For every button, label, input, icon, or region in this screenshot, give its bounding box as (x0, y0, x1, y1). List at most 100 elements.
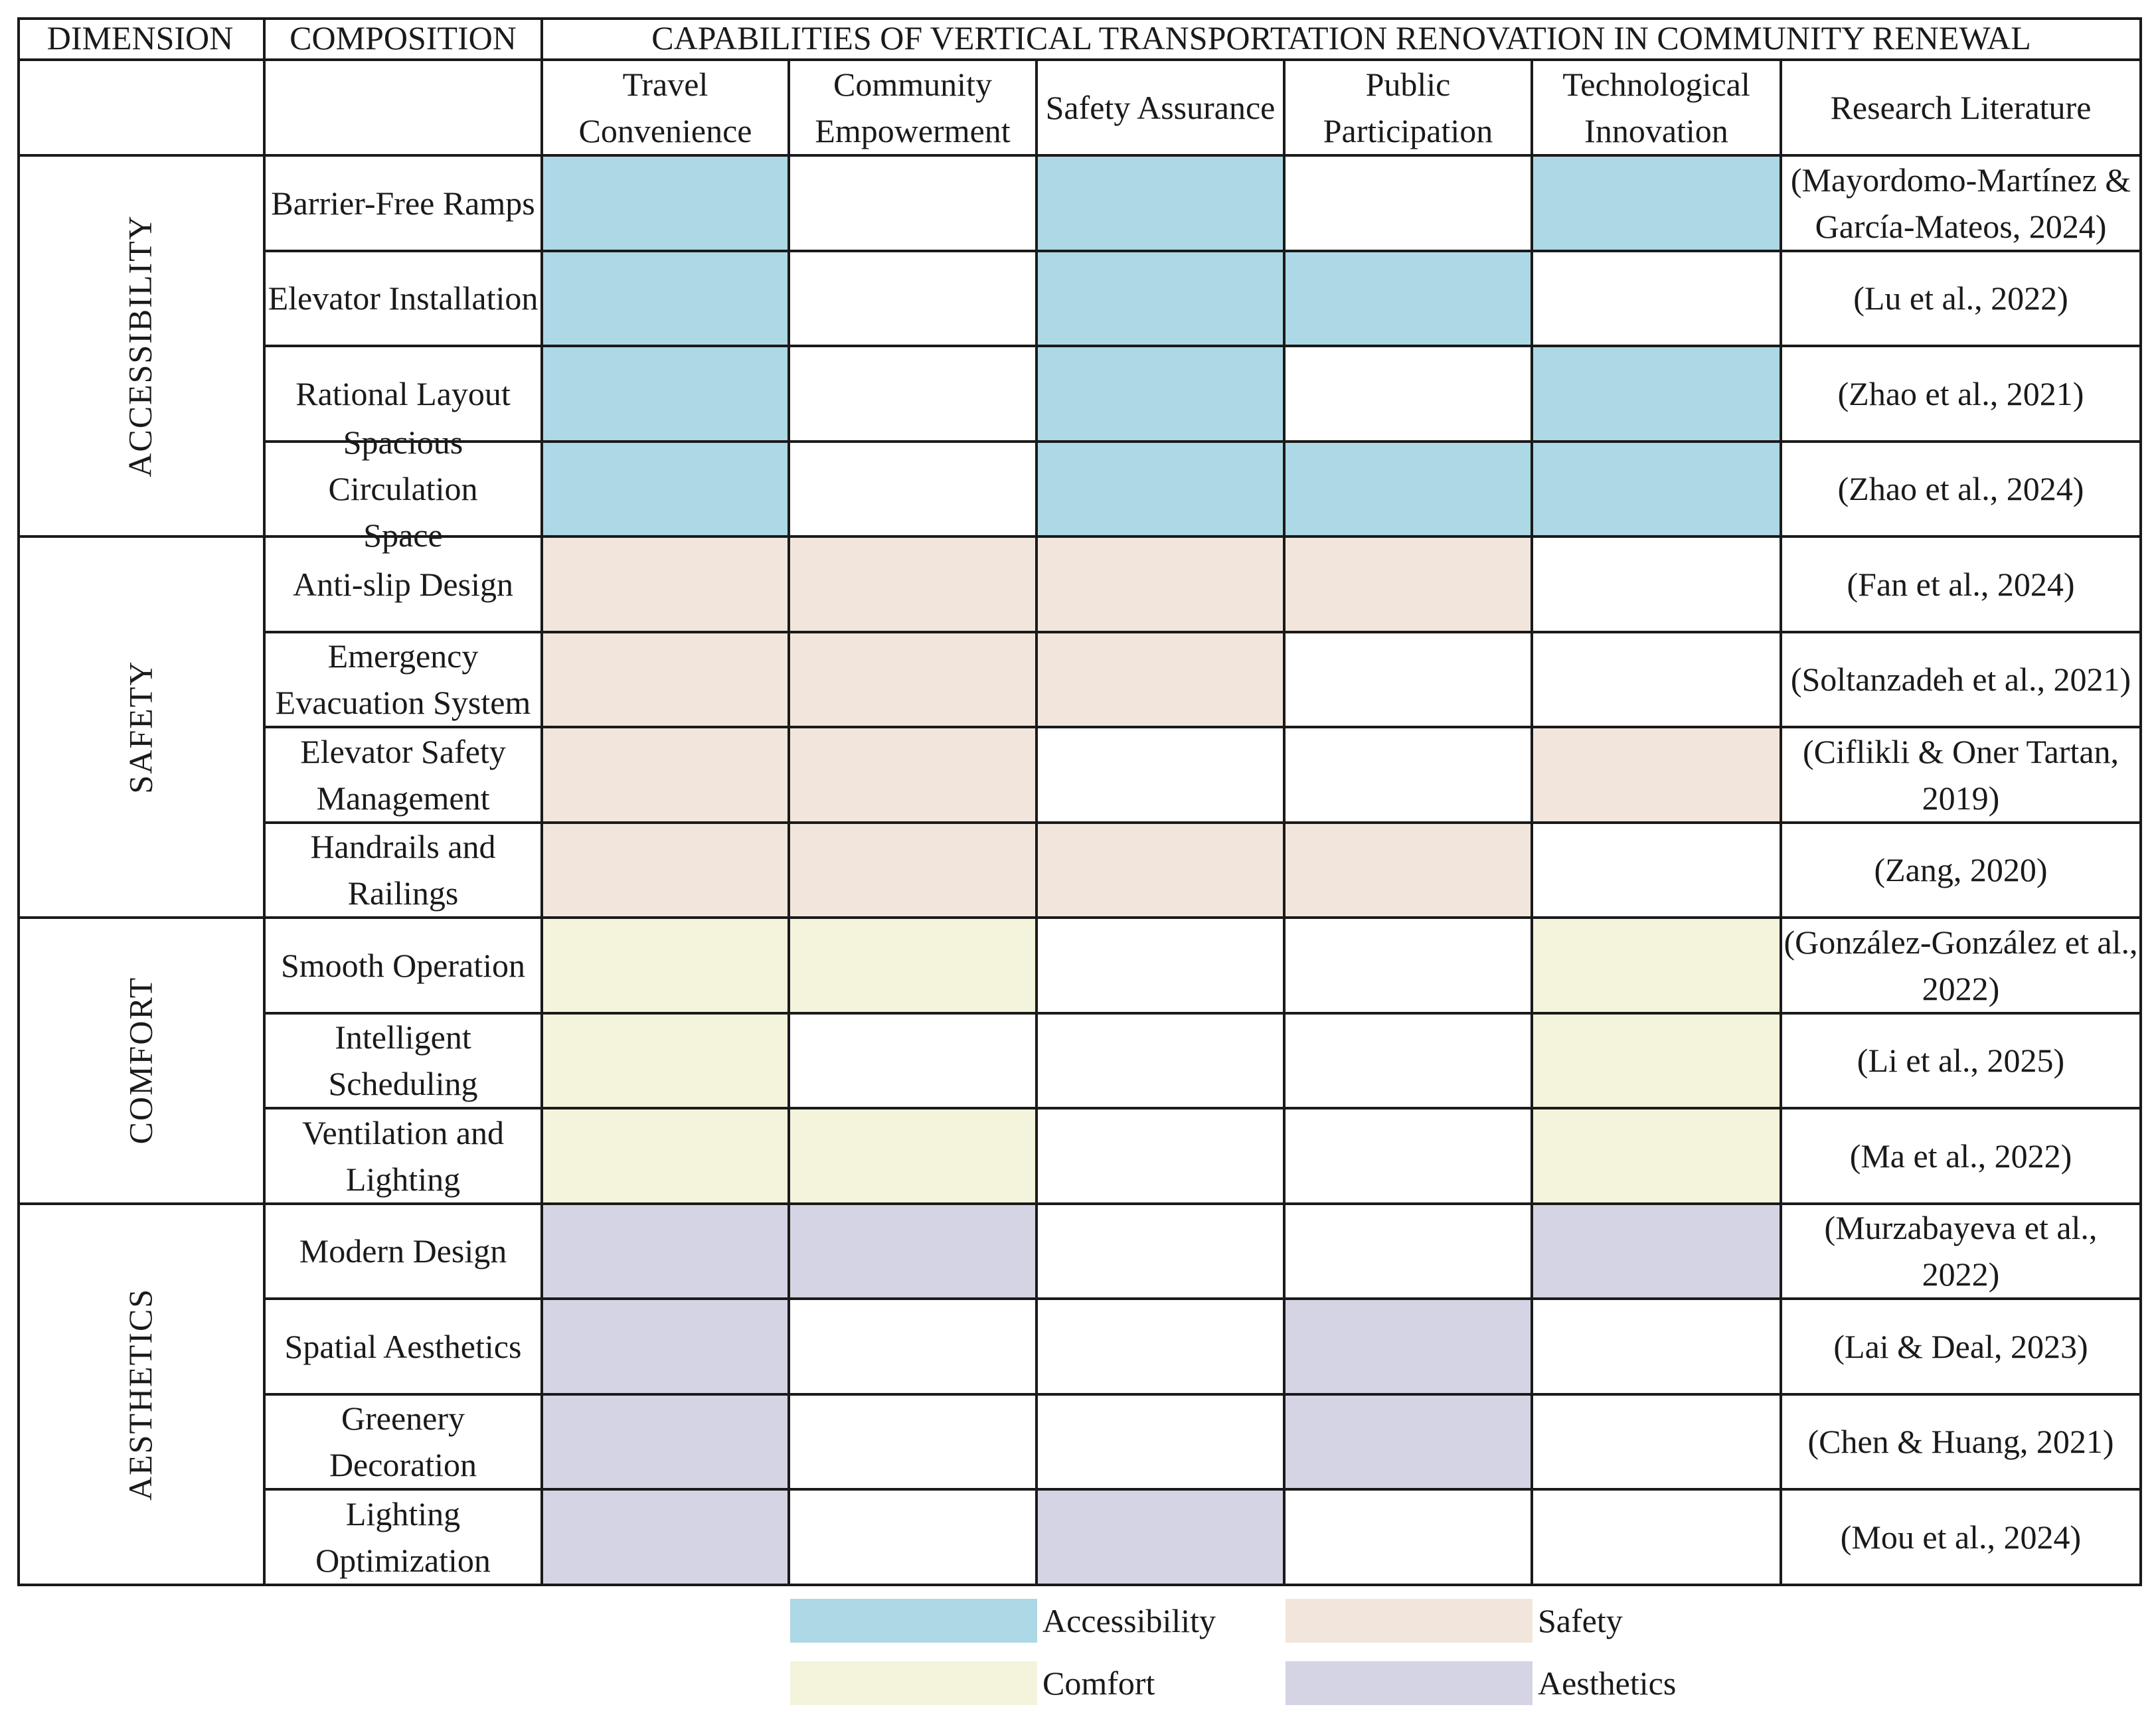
literature-cell: (Mou et al., 2024) (1782, 1491, 2142, 1586)
capability-mark-filled (543, 1300, 790, 1396)
capability-mark-filled (543, 252, 790, 347)
composition-cell: Spacious Circulation Space (266, 424, 543, 554)
literature-cell: (Lai & Deal, 2023) (1782, 1300, 2142, 1396)
composition-cell: Elevator Installation (266, 252, 543, 347)
capability-mark-empty (1285, 1491, 1533, 1586)
capability-mark-filled (543, 1014, 790, 1109)
capability-mark-filled (1038, 157, 1285, 252)
literature-cell: (Zhao et al., 2021) (1782, 347, 2142, 443)
capability-mark-filled (1533, 919, 1782, 1015)
composition-cell: Greenery Decoration (266, 1395, 543, 1491)
column-header: Community Empowerment (790, 61, 1038, 157)
capability-mark-empty (1285, 1109, 1533, 1205)
capability-mark-filled (543, 442, 790, 538)
dimension-cell: COMFORT (17, 919, 266, 1205)
capability-mark-empty (790, 1300, 1038, 1396)
table-frame (17, 17, 2142, 1586)
capability-mark-filled (790, 1109, 1038, 1205)
capability-mark-empty (790, 1491, 1038, 1586)
capability-mark-filled (790, 823, 1038, 919)
column-header: Public Participation (1285, 61, 1533, 157)
composition-cell: Rational Layout (266, 347, 543, 443)
legend-swatch (790, 1599, 1037, 1643)
capability-mark-empty (1038, 1109, 1285, 1205)
capability-mark-filled (1533, 1109, 1782, 1205)
column-header: Technological Innovation (1533, 61, 1782, 157)
composition-cell: Ventilation and Lighting (266, 1109, 543, 1205)
literature-cell: (Soltanzadeh et al., 2021) (1782, 633, 2142, 728)
dimension-subheader-blank (17, 61, 266, 157)
capability-mark-filled (1285, 442, 1533, 538)
composition-cell: Lighting Optimization (266, 1491, 543, 1586)
capability-mark-filled (543, 347, 790, 443)
capability-mark-empty (1038, 1014, 1285, 1109)
literature-cell: (Ciflikli & Oner Tartan, 2019) (1782, 728, 2142, 824)
capability-mark-empty (790, 1014, 1038, 1109)
capability-mark-filled (1533, 347, 1782, 443)
capability-mark-empty (790, 442, 1038, 538)
capability-mark-filled (543, 728, 790, 824)
capability-mark-filled (1038, 633, 1285, 728)
capability-mark-filled (543, 1395, 790, 1491)
capability-mark-filled (543, 633, 790, 728)
capability-mark-empty (1533, 538, 1782, 633)
dimension-cell: SAFETY (17, 538, 266, 919)
legend-swatch (790, 1661, 1037, 1705)
capability-mark-filled (1038, 538, 1285, 633)
capability-mark-filled (543, 538, 790, 633)
capability-mark-filled (1285, 1395, 1533, 1491)
capability-mark-empty (1038, 919, 1285, 1015)
composition-cell: Elevator Safety Management (266, 728, 543, 824)
legend-swatch (1285, 1661, 1533, 1705)
composition-header: COMPOSITION (266, 17, 543, 61)
capability-mark-filled (1038, 1491, 1285, 1586)
capability-mark-filled (1038, 252, 1285, 347)
literature-cell: (Ma et al., 2022) (1782, 1109, 2142, 1205)
capability-mark-filled (543, 1204, 790, 1300)
dimension-label: ACCESSIBILITY (122, 214, 159, 477)
dimension-cell: AESTHETICS (17, 1204, 266, 1586)
capability-mark-filled (1285, 823, 1533, 919)
composition-cell: Intelligent Scheduling (266, 1014, 543, 1109)
dimension-cell: ACCESSIBILITY (17, 157, 266, 538)
composition-cell: Modern Design (266, 1204, 543, 1300)
capability-mark-empty (1285, 1014, 1533, 1109)
capability-mark-filled (790, 728, 1038, 824)
capability-mark-empty (1533, 1300, 1782, 1396)
column-header: Research Literature (1782, 61, 2142, 157)
capability-mark-filled (1038, 442, 1285, 538)
capability-mark-filled (543, 919, 790, 1015)
capability-mark-empty (1038, 1300, 1285, 1396)
capability-mark-filled (790, 919, 1038, 1015)
composition-cell: Emergency Evacuation System (266, 633, 543, 728)
capability-mark-filled (1533, 728, 1782, 824)
capability-mark-filled (543, 157, 790, 252)
column-header: Safety Assurance (1038, 61, 1285, 157)
literature-cell: (Lu et al., 2022) (1782, 252, 2142, 347)
capability-mark-empty (1533, 252, 1782, 347)
dimension-label: AESTHETICS (122, 1287, 159, 1501)
capability-mark-empty (1285, 728, 1533, 824)
capability-mark-filled (1533, 1204, 1782, 1300)
composition-cell: Anti-slip Design (266, 538, 543, 633)
capability-mark-empty (1038, 1395, 1285, 1491)
legend-label: Aesthetics (1538, 1665, 1677, 1702)
literature-cell: (Zang, 2020) (1782, 823, 2142, 919)
literature-cell: (González-González et al., 2022) (1782, 919, 2142, 1015)
literature-cell: (Chen & Huang, 2021) (1782, 1395, 2142, 1491)
literature-cell: (Li et al., 2025) (1782, 1014, 2142, 1109)
capability-mark-empty (1533, 823, 1782, 919)
dimension-label: COMFORT (121, 976, 159, 1145)
literature-cell: (Mayordomo-Martínez & García-Mateos, 202… (1782, 157, 2142, 252)
dimension-label: SAFETY (121, 660, 159, 794)
capability-mark-empty (1285, 157, 1533, 252)
dimension-header: DIMENSION (17, 17, 266, 61)
capability-mark-filled (543, 1109, 790, 1205)
legend-label: Accessibility (1042, 1602, 1216, 1639)
capability-mark-empty (790, 252, 1038, 347)
composition-cell: Barrier-Free Ramps (266, 157, 543, 252)
composition-cell: Smooth Operation (266, 919, 543, 1015)
capability-mark-filled (543, 1491, 790, 1586)
capability-mark-filled (1533, 1014, 1782, 1109)
capability-mark-empty (1285, 1204, 1533, 1300)
